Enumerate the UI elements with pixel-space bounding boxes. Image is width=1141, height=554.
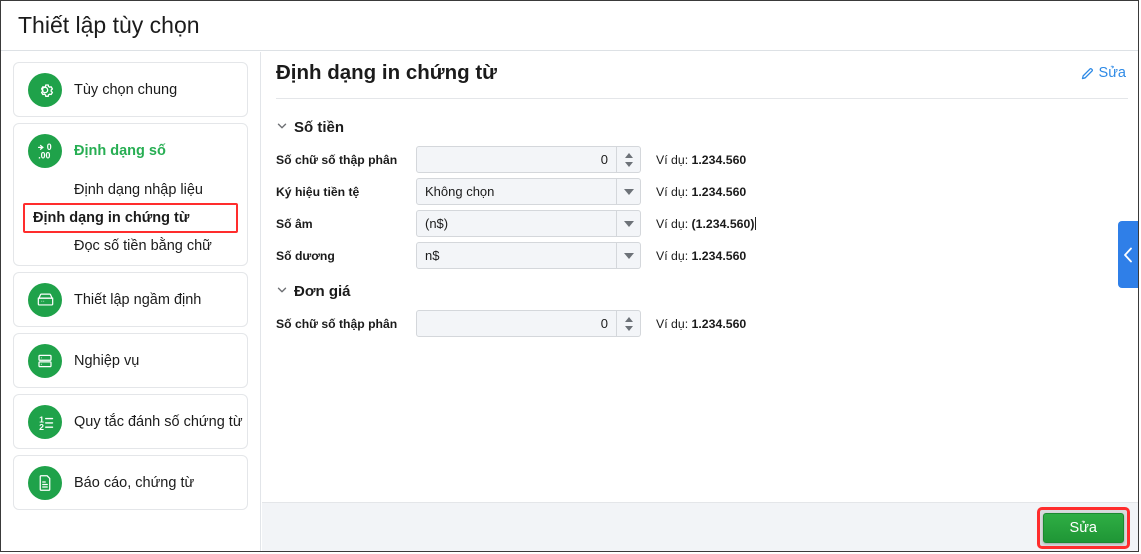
svg-text:.00: .00: [38, 151, 50, 161]
svg-text:2: 2: [39, 422, 44, 432]
